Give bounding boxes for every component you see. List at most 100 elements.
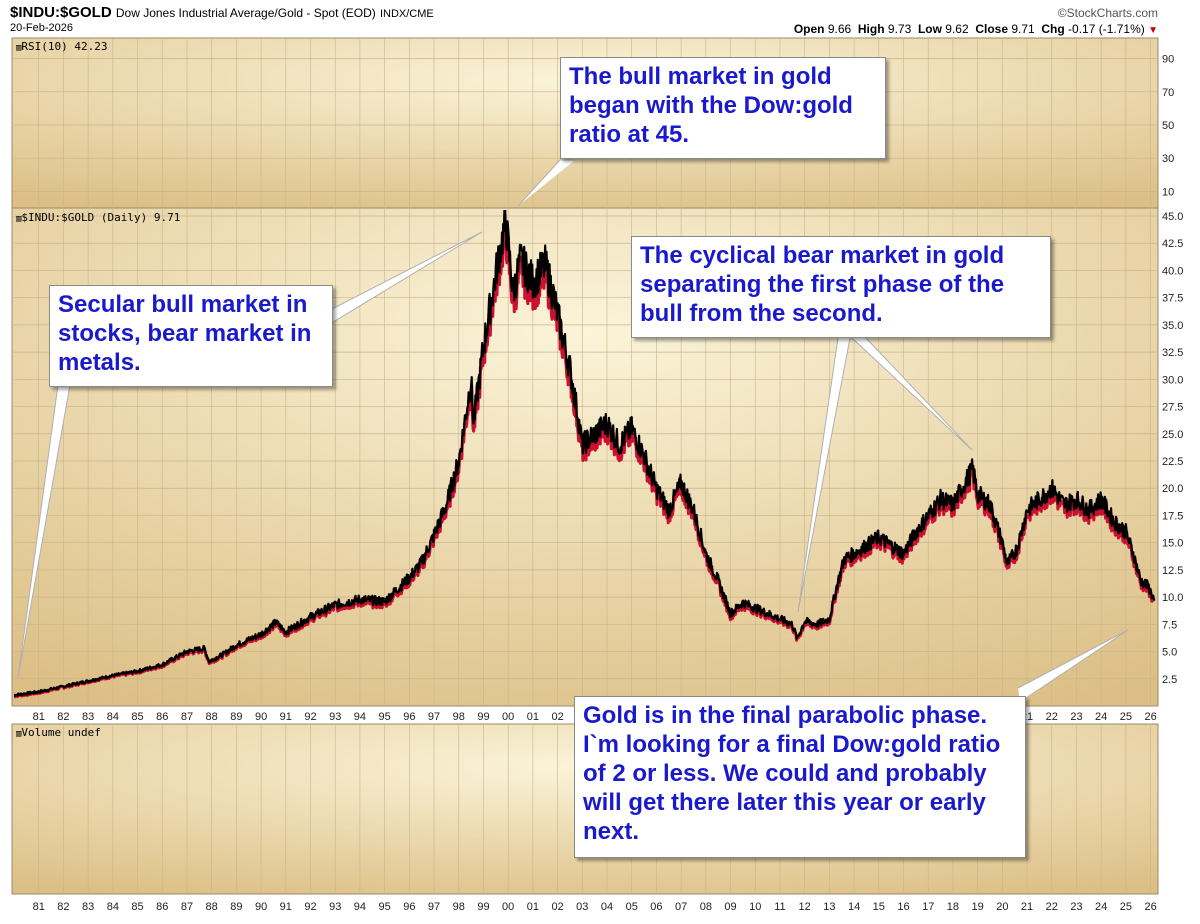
x-tick-label: 94	[354, 711, 366, 723]
x-tick-label: 92	[304, 711, 316, 723]
x-tick-label-volume: 23	[1070, 901, 1082, 913]
price-tick-label: 27.5	[1162, 402, 1183, 414]
price-tick-labels: 45.0 42.5 40.0 37.5 35.0 32.5 30.0 27.5 25.0 22.5…	[1162, 211, 1183, 686]
x-tick-label: 24	[1095, 711, 1107, 723]
price-tick-label: 12.5	[1162, 565, 1183, 577]
price-label-text: $INDU:$GOLD (Daily) 9.71	[21, 211, 181, 224]
x-tick-label-volume: 14	[848, 901, 860, 913]
x-tick-label-volume: 85	[131, 901, 143, 913]
price-tick-label: 40.0	[1162, 265, 1183, 277]
high-value: 9.73	[887, 22, 912, 36]
volume-icon: ▥	[16, 729, 22, 739]
price-tick-label: 25.0	[1162, 429, 1183, 441]
pointer-secular-start	[17, 384, 71, 679]
x-tick-label-volume: 81	[33, 901, 45, 913]
x-tick-label: 00	[502, 711, 514, 723]
chg-down-icon: ▼	[1148, 25, 1158, 36]
x-tick-label-volume: 93	[329, 901, 341, 913]
price-series-line	[14, 210, 1156, 698]
price-tick-label: 20.0	[1162, 483, 1183, 495]
x-tick-label: 23	[1070, 711, 1082, 723]
x-tick-label-volume: 02	[551, 901, 563, 913]
price-tick-label: 30.0	[1162, 374, 1183, 386]
x-tick-label-volume: 89	[230, 901, 242, 913]
low-label: Low	[917, 22, 942, 36]
rsi-icon: ▥	[16, 43, 22, 53]
x-tick-label: 89	[230, 711, 242, 723]
x-tick-label: 25	[1120, 711, 1132, 723]
x-tick-label-volume: 26	[1144, 901, 1156, 913]
x-tick-label: 98	[453, 711, 465, 723]
low-value: 9.62	[945, 22, 969, 36]
chart-symbol: $INDU:$GOLD	[10, 4, 112, 21]
x-tick-label-volume: 25	[1120, 901, 1132, 913]
x-tick-label: 86	[156, 711, 168, 723]
x-tick-label: 97	[428, 711, 440, 723]
chg-label: Chg	[1041, 22, 1065, 36]
x-tick-label-volume: 91	[280, 901, 292, 913]
callout-parabolic: Gold is in the final parabolic phase. I`…	[574, 696, 1026, 858]
rsi-label-text: RSI(10) 42.23	[21, 40, 108, 53]
close-label: Close	[975, 22, 1008, 36]
rsi-panel-label: ▥RSI(10) 42.23	[16, 40, 108, 53]
price-panel-label: ▥$INDU:$GOLD (Daily) 9.71	[16, 211, 180, 224]
x-tick-label-volume: 05	[626, 901, 638, 913]
price-tick-label: 5.0	[1162, 647, 1177, 659]
x-tick-label-volume: 18	[947, 901, 959, 913]
x-tick-label: 95	[379, 711, 391, 723]
callout-pointers	[17, 159, 1129, 703]
x-tick-label: 01	[527, 711, 539, 723]
x-tick-label-volume: 95	[379, 901, 391, 913]
x-tick-label-volume: 07	[675, 901, 687, 913]
x-tick-label: 91	[280, 711, 292, 723]
pointer-cyclical-low	[797, 337, 851, 613]
x-tick-label: 87	[181, 711, 193, 723]
rsi-tick-label: 90	[1162, 54, 1174, 66]
x-tick-label-volume: 84	[107, 901, 119, 913]
x-tick-label-volume: 96	[403, 901, 415, 913]
x-tick-label-volume: 21	[1021, 901, 1033, 913]
x-tick-label-volume: 22	[1046, 901, 1058, 913]
x-tick-label: 26	[1144, 711, 1156, 723]
x-tick-label: 85	[131, 711, 143, 723]
open-label: Open	[793, 22, 825, 36]
x-tick-label: 82	[57, 711, 69, 723]
price-series-icon: ▥	[16, 214, 22, 224]
price-tick-label: 32.5	[1162, 347, 1183, 359]
x-tick-label-volume: 20	[996, 901, 1008, 913]
x-tick-label: 88	[206, 711, 218, 723]
x-tick-label-volume: 04	[601, 901, 613, 913]
x-tick-label-volume: 10	[749, 901, 761, 913]
x-tick-label-volume: 24	[1095, 901, 1107, 913]
x-tick-label: 83	[82, 711, 94, 723]
close-value: 9.71	[1011, 22, 1035, 36]
price-tick-label: 22.5	[1162, 456, 1183, 468]
price-tick-label: 45.0	[1162, 211, 1183, 223]
x-tick-label-volume: 13	[823, 901, 835, 913]
x-tick-label: 93	[329, 711, 341, 723]
callout-cyclical: The cyclical bear market in gold separat…	[631, 236, 1051, 338]
x-tick-label: 90	[255, 711, 267, 723]
x-tick-label-volume: 97	[428, 901, 440, 913]
price-tick-label: 15.0	[1162, 538, 1183, 550]
price-tick-label: 35.0	[1162, 320, 1183, 332]
watermark: ©StockCharts.com	[1057, 6, 1158, 20]
pointer-bull-gold	[517, 159, 575, 207]
rsi-tick-label: 50	[1162, 120, 1174, 132]
chart-exchange: INDX/CME	[379, 8, 434, 20]
high-label: High	[857, 22, 885, 36]
x-tick-label-volume: 87	[181, 901, 193, 913]
price-tick-label: 7.5	[1162, 619, 1177, 631]
x-tick-label-volume: 00	[502, 901, 514, 913]
x-tick-label: 22	[1046, 711, 1058, 723]
x-tick-label-volume: 15	[873, 901, 885, 913]
x-tick-label-volume: 94	[354, 901, 366, 913]
x-tick-label-volume: 12	[799, 901, 811, 913]
x-tick-label-volume: 19	[972, 901, 984, 913]
pointer-parabolic	[1017, 629, 1129, 703]
price-tick-label: 2.5	[1162, 674, 1177, 686]
price-tick-label: 42.5	[1162, 238, 1183, 250]
x-tick-label-volume: 90	[255, 901, 267, 913]
x-tick-label-volume: 11	[774, 901, 785, 913]
x-tick-label-volume: 86	[156, 901, 168, 913]
